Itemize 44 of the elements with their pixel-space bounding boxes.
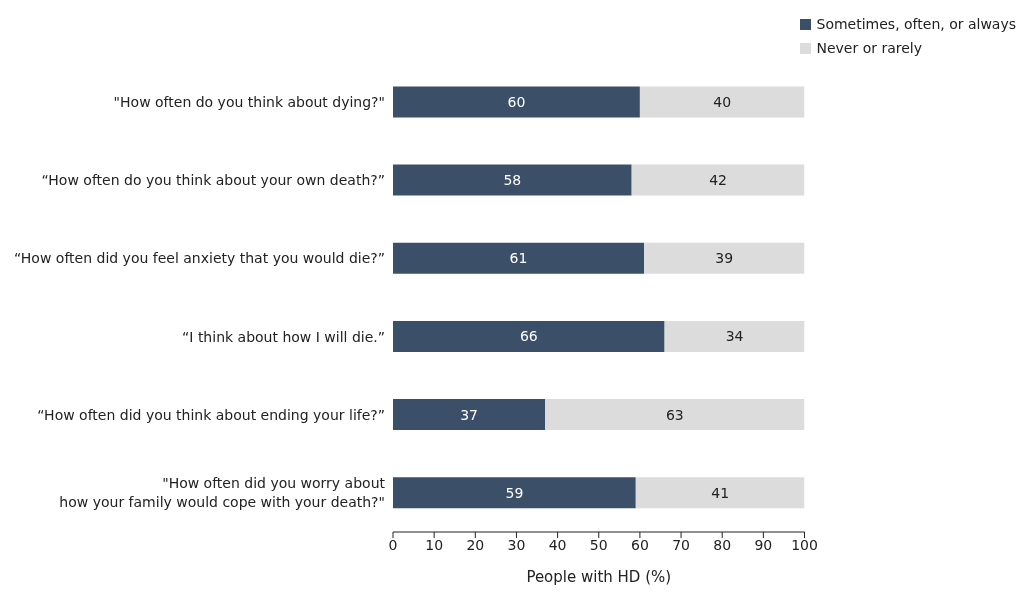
bar [639,86,805,118]
x-tick-label: 10 [425,536,444,553]
y-tick-label: “How often did you feel anxiety that you would die?” [14,250,385,267]
bar [631,164,805,196]
x-tick-label: 70 [672,536,690,553]
data-label: 34 [725,328,744,345]
x-tick-label: 20 [466,536,485,553]
data-label: 63 [665,406,684,423]
data-label: 60 [507,93,526,110]
bar [393,320,665,352]
x-tick-label: 50 [589,536,608,553]
data-label: 58 [503,172,522,189]
bar [393,164,632,196]
x-tick-label: 30 [507,536,526,553]
x-tick-label: 40 [548,536,567,553]
data-label: 66 [519,328,538,345]
bar [393,399,546,431]
x-tick-label: 60 [630,536,649,553]
data-label: 61 [509,250,528,267]
x-tick-label: 100 [791,536,818,553]
data-label: 41 [711,484,730,501]
data-label: 37 [460,406,479,423]
data-label: 59 [505,484,524,501]
data-label: 39 [715,250,734,267]
bar [635,477,805,509]
x-tick-label: 80 [713,536,732,553]
x-tick-label: 0 [388,536,398,553]
legend-label: Sometimes, often, or always [816,16,1016,32]
y-tick-label: “How often did you think about ending your life?” [37,406,385,423]
data-label: 42 [709,172,727,189]
y-tick-label: “I think about how I will die.” [182,328,385,345]
bar [393,477,636,509]
bar [393,242,645,274]
bar [545,399,805,431]
y-tick-label: "How often do you think about dying?" [113,94,385,111]
bar [664,320,805,352]
y-tick-label: “How often do you think about your own death?” [41,172,385,189]
legend-label: Never or rarely [816,40,923,56]
bar [644,242,805,274]
x-axis-title: People with HD (%) [526,568,672,586]
data-label: 40 [713,93,732,110]
y-tick-label: "How often did you worry about how your family would cope with your death?" [59,475,386,511]
bar [393,86,640,118]
x-tick-label: 90 [754,536,773,553]
